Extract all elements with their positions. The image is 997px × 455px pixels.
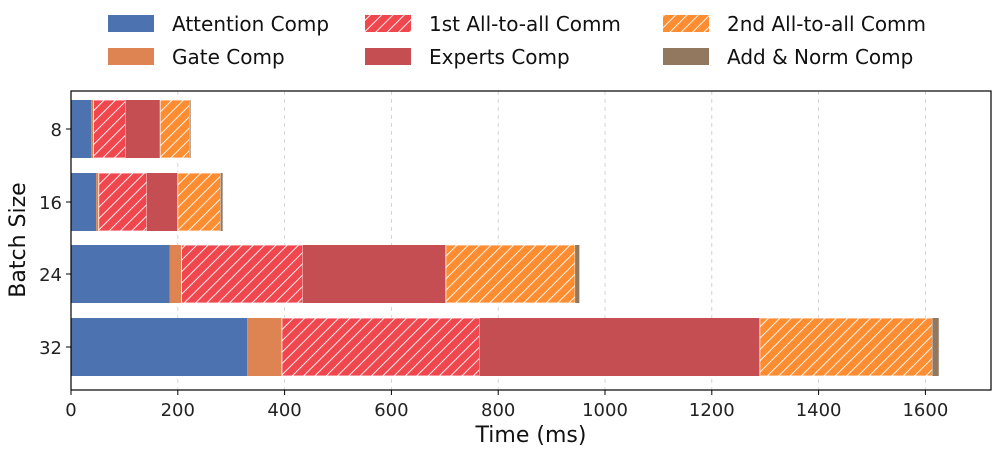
x-tick-label: 800 — [481, 400, 515, 421]
legend-label: Gate Comp — [172, 45, 285, 69]
bar-segment — [169, 245, 182, 303]
bar-segment-fill — [247, 318, 282, 376]
bar-segment — [479, 318, 760, 376]
x-tick-label: 0 — [65, 400, 76, 421]
legend-swatch-hatch — [365, 15, 411, 32]
bar-segment — [93, 99, 126, 159]
legend-label: Add & Norm Comp — [727, 45, 913, 69]
y-axis-ticks: 8 16 24 32 — [39, 120, 71, 359]
bar-segment-hatch — [177, 173, 221, 231]
legend-swatch-hatch — [663, 15, 709, 32]
bar-segment-hatch — [93, 100, 126, 158]
bar-segment — [98, 172, 148, 232]
bar-segment-fill — [71, 100, 92, 158]
bars — [71, 99, 939, 377]
bar-segment — [125, 100, 161, 158]
bar-segment — [445, 244, 576, 304]
bar-segment-fill — [932, 318, 939, 376]
x-tick-label: 1000 — [582, 400, 628, 421]
bar-segment-fill — [169, 245, 182, 303]
x-tick-label: 1600 — [902, 400, 948, 421]
legend-item: Add & Norm Comp — [663, 45, 913, 69]
legend-swatch — [365, 48, 411, 65]
x-tick-label: 1200 — [689, 400, 735, 421]
bar-segment — [159, 99, 190, 159]
bar-segment-fill — [220, 173, 223, 231]
bar-segment — [71, 173, 97, 231]
bar-segment-hatch — [445, 245, 576, 303]
y-tick-label: 16 — [39, 193, 62, 214]
bar-segment-fill — [302, 245, 446, 303]
bar-segment — [71, 318, 248, 376]
y-axis-label: Batch Size — [6, 182, 31, 297]
bar-segment-fill — [71, 245, 170, 303]
x-tick-label: 600 — [374, 400, 408, 421]
bar-segment-hatch — [160, 100, 190, 158]
x-axis-ticks: 0 200 400 600 800 1000 1200 1400 1600 — [65, 390, 948, 421]
bar-segment — [177, 172, 221, 232]
bar-segment — [189, 100, 191, 158]
legend-item: Attention Comp — [108, 12, 329, 36]
x-tick-label: 200 — [161, 400, 195, 421]
legend-item: Gate Comp — [108, 45, 285, 69]
bar-segment — [96, 173, 99, 231]
legend: Attention Comp Gate Comp 1st All-to-all Co… — [108, 12, 926, 69]
bar-segment-fill — [91, 100, 94, 158]
legend-swatch — [663, 48, 709, 65]
legend-label: 2nd All-to-all Comm — [727, 12, 926, 36]
bar-segment — [932, 318, 939, 376]
legend-label: Experts Comp — [429, 45, 570, 69]
legend-item: 2nd All-to-all Comm — [663, 12, 926, 36]
bar-segment-hatch — [98, 173, 147, 231]
bar-segment-fill — [479, 318, 760, 376]
legend-item: 1st All-to-all Comm — [365, 12, 621, 36]
bar-segment — [281, 317, 480, 377]
legend-swatch — [108, 48, 154, 65]
plot-frame — [70, 90, 992, 391]
bar-segment — [247, 318, 282, 376]
bar-segment — [91, 100, 94, 158]
bar-segment — [302, 245, 446, 303]
y-tick-label: 32 — [39, 338, 62, 359]
bar-segment — [71, 245, 170, 303]
x-tick-label: 1400 — [796, 400, 842, 421]
bar-segment — [220, 173, 223, 231]
legend-label: 1st All-to-all Comm — [429, 12, 621, 36]
y-tick-label: 8 — [51, 120, 62, 141]
bar-segment-fill — [189, 100, 191, 158]
legend-item: Experts Comp — [365, 45, 570, 69]
x-tick-label: 400 — [267, 400, 301, 421]
bar-segment — [759, 317, 933, 377]
x-axis-label: Time (ms) — [475, 423, 587, 448]
bar-segment-hatch — [181, 245, 303, 303]
bar-segment-fill — [125, 100, 161, 158]
bar-segment-fill — [575, 245, 580, 303]
bar-segment-fill — [146, 173, 178, 231]
bar-segment — [181, 244, 304, 304]
legend-label: Attention Comp — [172, 12, 329, 36]
bar-segment-fill — [71, 318, 248, 376]
bar-segment-fill — [71, 173, 97, 231]
bar-segment-hatch — [759, 318, 933, 376]
bar-segment — [575, 245, 580, 303]
legend-swatch — [108, 15, 154, 32]
bar-segment-hatch — [281, 318, 480, 376]
bar-segment — [146, 173, 178, 231]
bar-segment — [71, 100, 92, 158]
y-tick-label: 24 — [39, 265, 62, 286]
bar-segment-fill — [96, 173, 99, 231]
